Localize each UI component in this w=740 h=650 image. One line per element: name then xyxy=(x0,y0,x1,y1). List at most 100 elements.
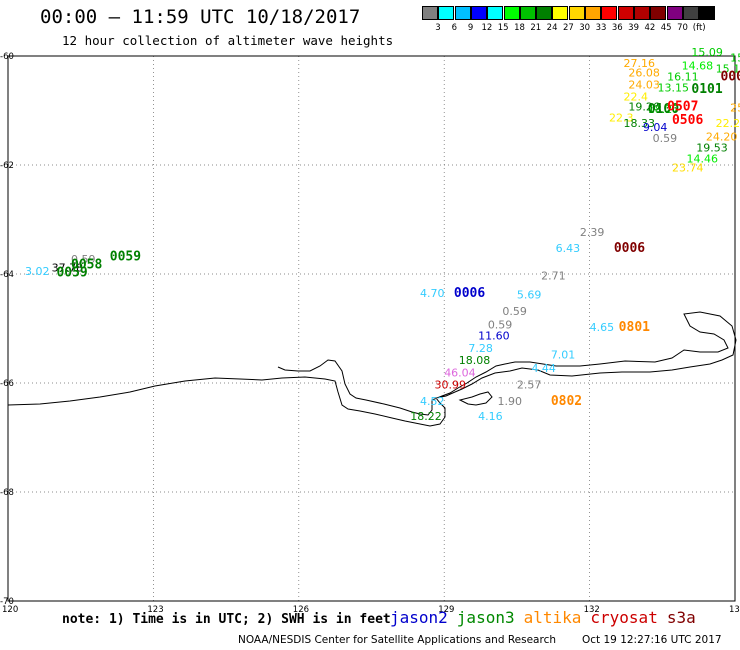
wave-height-value: 30.99 xyxy=(435,378,467,391)
latitude-label: -60 xyxy=(0,52,14,62)
wave-height-value: 1.90 xyxy=(498,395,522,408)
wave-height-value: 7.28 xyxy=(468,342,493,355)
legend-label: 9 xyxy=(467,23,474,33)
wave-height-value: 25.16 xyxy=(730,102,740,115)
wave-height-value: 18.08 xyxy=(459,354,491,367)
legend-swatch xyxy=(568,6,585,20)
legend-label: 3 xyxy=(435,23,441,33)
pass-time-label: 0058 xyxy=(71,258,102,273)
wave-height-value: 4.16 xyxy=(478,410,503,423)
satellite-name: jason2 xyxy=(390,608,448,627)
latitude-label: -62 xyxy=(0,161,14,171)
wave-height-value: 9.04 xyxy=(643,121,668,134)
wave-height-value: 18.22 xyxy=(410,410,442,423)
wave-height-value: 46.04 xyxy=(444,366,476,379)
legend-swatch xyxy=(503,6,520,20)
legend-swatch xyxy=(454,6,471,20)
legend-label: 30 xyxy=(579,23,591,33)
wave-height-value: 26.08 xyxy=(628,67,660,80)
wave-height-value: 24.20 xyxy=(706,130,738,143)
wave-height-value: 6.43 xyxy=(556,242,581,255)
longitude-label: 135 xyxy=(729,605,740,615)
legend-swatch xyxy=(666,6,683,20)
wave-height-value: 15.1 xyxy=(716,62,740,75)
generation-timestamp: Oct 19 12:27:16 UTC 2017 xyxy=(582,634,722,646)
satellite-name: s3a xyxy=(666,608,696,627)
map-title: 00:00 – 11:59 UTC 10/18/2017 xyxy=(40,6,361,28)
legend-label: 39 xyxy=(628,23,639,33)
satellite-name: cryosat xyxy=(590,608,658,627)
legend-swatch xyxy=(438,6,455,20)
latitude-label: -68 xyxy=(0,488,14,498)
legend-swatch xyxy=(536,6,553,20)
satellite-pass-times: 0059005800590006000608010802000400050101… xyxy=(56,70,740,409)
credit-line: NOAA/NESDIS Center for Satellite Applica… xyxy=(238,634,556,646)
pass-time-label: 0802 xyxy=(551,394,582,409)
latitude-label: -70 xyxy=(0,597,14,607)
legend-swatch xyxy=(617,6,634,20)
legend-label: 18 xyxy=(514,23,525,33)
wave-height-value: 27.16 xyxy=(624,57,656,70)
wave-height-value: 18.33 xyxy=(624,117,656,130)
longitude-label: 126 xyxy=(293,605,309,615)
wave-height-value: 0.59 xyxy=(488,319,513,332)
wave-height-value: 19.26 xyxy=(628,101,660,114)
wave-height-value: 0.59 xyxy=(653,132,678,145)
legend-swatch xyxy=(699,6,716,20)
map-frame xyxy=(7,55,736,602)
coastline xyxy=(7,311,737,427)
wave-height-value: 16.11 xyxy=(667,71,699,84)
legend-label: 15 xyxy=(497,23,509,33)
wave-height-value: 23.74 xyxy=(672,162,704,175)
wave-height-value: 4.70 xyxy=(420,287,445,300)
wave-height-value: 14.68 xyxy=(682,60,714,73)
legend-unit: (ft) xyxy=(692,23,706,33)
longitude-label: 132 xyxy=(584,605,600,615)
wave-height-value: 2.71 xyxy=(541,269,566,282)
wave-height-value: 22.3 xyxy=(609,111,634,124)
map-subtitle: 12 hour collection of altimeter wave hei… xyxy=(62,33,394,48)
legend-swatch xyxy=(487,6,504,20)
wave-height-value: 24.03 xyxy=(628,79,660,92)
legend-swatch xyxy=(519,6,536,20)
wave-height-value: 2.57 xyxy=(517,378,542,391)
map-grid xyxy=(8,56,735,601)
latitude-label: -64 xyxy=(0,270,14,280)
wave-height-value: 7.01 xyxy=(551,348,576,361)
wave-height-value: 37.78 xyxy=(52,261,83,274)
wave-height-value: 15.13 xyxy=(730,51,740,64)
wave-height-value: 5.69 xyxy=(517,289,542,302)
legend-label: 12 xyxy=(481,23,493,33)
pass-time-label: 0801 xyxy=(619,320,650,335)
satellite-name: altika xyxy=(523,608,582,627)
wave-height-value: 0.59 xyxy=(502,305,527,318)
legend-label: 42 xyxy=(644,23,656,33)
pass-time-label: 0101 xyxy=(691,82,722,97)
legend-swatch xyxy=(682,6,699,20)
wave-height-value: 11.60 xyxy=(478,329,510,342)
legend-swatch xyxy=(585,6,601,20)
legend-label: 27 xyxy=(562,23,574,33)
wave-height-value: 19.53 xyxy=(696,141,728,154)
coastline-inlet xyxy=(458,391,493,406)
legend-swatch xyxy=(552,6,569,20)
wave-height-value: 2.39 xyxy=(580,226,605,239)
legend-label: 36 xyxy=(611,23,623,33)
legend-label: 21 xyxy=(530,23,542,33)
pass-time-label: 0059 xyxy=(56,266,87,281)
wave-height-value: 15.09 xyxy=(691,46,723,59)
wave-height-observations: 37.783.020.594.702.396.432.715.690.590.5… xyxy=(25,46,740,423)
wave-height-value: 22.22 xyxy=(716,117,740,130)
pass-time-label: 0100 xyxy=(648,102,679,117)
pass-time-label: 0507 xyxy=(667,100,698,115)
longitude-label: 123 xyxy=(147,605,163,615)
legend-swatch xyxy=(633,6,650,20)
footer-note: note: 1) Time is in UTC; 2) SWH is in fe… xyxy=(62,612,391,627)
wave-height-value: 4.52 xyxy=(420,395,445,408)
wave-height-value: 4.65 xyxy=(590,321,615,334)
satellite-name: jason3 xyxy=(456,608,515,627)
wave-height-value: 0.59 xyxy=(71,253,96,266)
pass-time-label: 0059 xyxy=(110,249,141,264)
